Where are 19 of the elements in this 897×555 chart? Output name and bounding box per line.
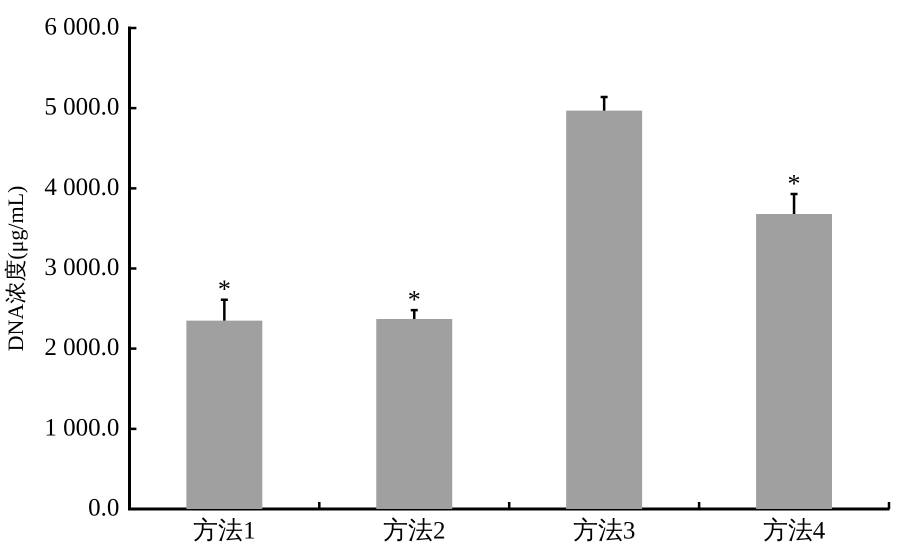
x-tick-label: 方法4 xyxy=(762,516,826,545)
y-tick-label: 6 000.0 xyxy=(44,14,120,41)
annotation: * xyxy=(788,168,801,198)
y-tick-label: 0.0 xyxy=(88,494,120,522)
bar xyxy=(756,214,832,509)
annotation: * xyxy=(408,285,421,314)
y-tick-label: 5 000.0 xyxy=(44,94,120,121)
x-tick-label: 方法3 xyxy=(572,516,636,545)
bar xyxy=(376,319,452,509)
y-tick-label: 4 000.0 xyxy=(44,174,120,201)
bar xyxy=(186,320,262,509)
y-tick-label: 2 000.0 xyxy=(44,334,120,362)
x-tick-label: 方法2 xyxy=(383,516,446,545)
x-tick-label: 方法1 xyxy=(193,516,256,545)
bar xyxy=(566,110,642,509)
annotation: * xyxy=(218,274,231,304)
y-axis-title: DNA浓度(μg/mL) xyxy=(2,186,28,352)
y-tick-label: 3 000.0 xyxy=(44,254,120,282)
y-tick-label: 1 000.0 xyxy=(44,414,120,442)
